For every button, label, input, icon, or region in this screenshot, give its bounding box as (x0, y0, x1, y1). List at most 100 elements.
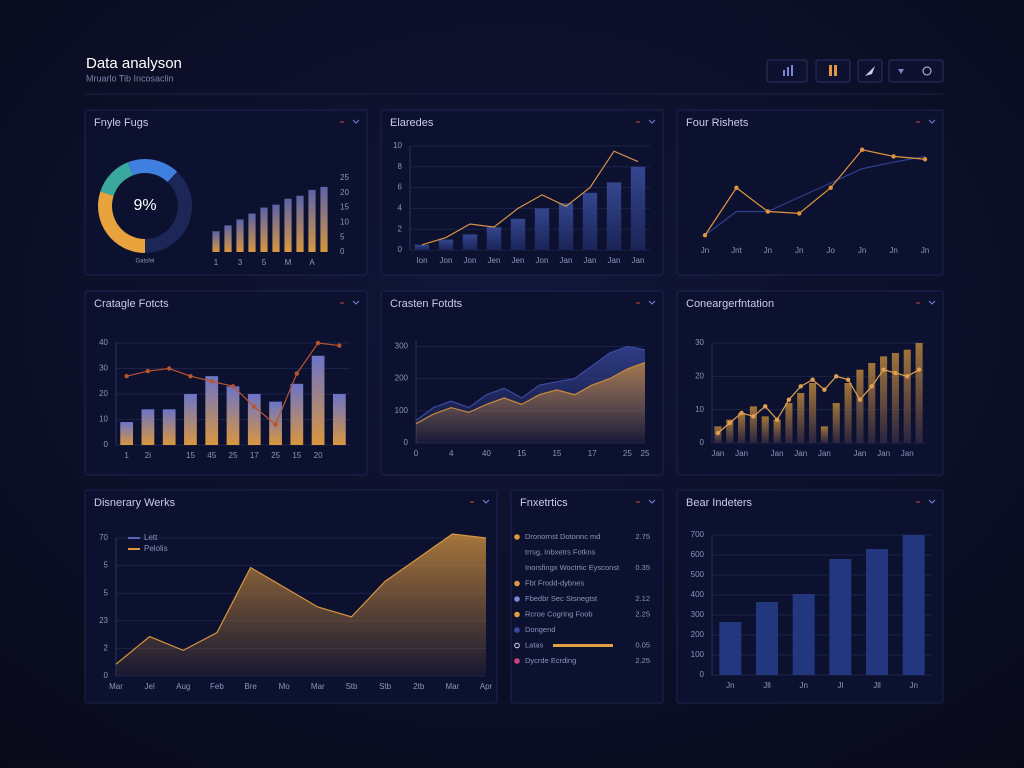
list-label: Dronornst Dotonnc md (525, 532, 600, 541)
bar (891, 353, 899, 443)
marker (209, 379, 214, 384)
line (415, 361, 646, 425)
x-tick-label: Jan (771, 449, 784, 458)
y-tick-label: 10 (393, 141, 402, 150)
x-tick-label: 0 (414, 449, 419, 458)
y-tick-label: 100 (395, 406, 409, 415)
y-tick-label: 5 (104, 588, 109, 597)
bar (880, 356, 888, 443)
y-tick-label: 0 (398, 245, 403, 254)
x-tick-label: 1 (214, 258, 219, 267)
list-value: 0.05 (635, 640, 650, 649)
marker (822, 387, 827, 392)
bar (248, 213, 256, 252)
bullet (514, 596, 520, 602)
y-tick-label: 200 (395, 374, 409, 383)
panel-title: Bear Indeters (686, 497, 753, 509)
x-tick-label: Jn (795, 246, 803, 255)
marker (739, 410, 744, 416)
marker (294, 371, 300, 376)
list-value: 2.25 (635, 656, 650, 665)
x-tick-label: Jan (901, 449, 914, 458)
x-tick-label: 25 (271, 451, 280, 460)
panel-collapse (648, 300, 656, 305)
list-label: Inorsfingx Woctrtic Eysconst (525, 563, 620, 572)
y-tick-label: 300 (395, 342, 409, 351)
marker (828, 185, 833, 190)
x-tick-label: Jen (512, 256, 525, 265)
y-tick-label: 5 (104, 561, 109, 570)
rocket-button[interactable] (857, 59, 883, 83)
y-tick-label: 0 (104, 440, 109, 449)
bar (414, 244, 430, 250)
x-tick-label: 2tb (413, 682, 425, 691)
x-tick-label: A (309, 258, 315, 267)
x-tick-label: Jon (440, 256, 453, 265)
panel-collapse (928, 119, 936, 124)
y-tick-label: 10 (99, 415, 108, 424)
x-tick-label: Jan (853, 449, 866, 458)
bar (832, 403, 840, 443)
marker (845, 377, 851, 382)
marker (891, 154, 896, 159)
y-tick-label: 0 (700, 438, 705, 447)
list-label: Fbt Frodd-dybnes (525, 578, 584, 587)
marker (893, 370, 898, 376)
bar (332, 394, 346, 445)
pause-button[interactable] (815, 59, 851, 83)
toolbar (766, 59, 944, 83)
bar (866, 549, 888, 675)
settings-button[interactable] (888, 59, 944, 83)
bar (162, 409, 176, 445)
y-tick-label: 40 (99, 338, 108, 347)
y-tick-label: 30 (695, 338, 704, 347)
bar (296, 195, 304, 252)
x-tick-label: 15 (552, 449, 561, 458)
marker (798, 384, 803, 389)
x-tick-label: 3 (238, 258, 243, 267)
x-tick-label: 25 (229, 451, 238, 460)
chart-button[interactable] (766, 59, 808, 83)
panel-title: Cratagle Fotcts (94, 298, 169, 310)
page-subtitle: Mruarlo Tib Incosaclin (86, 73, 174, 83)
list-label: Fbedbr Sec Stsnegtst (525, 594, 598, 603)
y-tick-label: 15 (340, 203, 349, 212)
x-tick-label: Jan (632, 256, 645, 265)
bar (558, 203, 574, 250)
bar (915, 343, 923, 443)
bar (184, 394, 197, 445)
list-label: Dongend (525, 625, 555, 634)
bar (534, 208, 550, 250)
bar (462, 234, 478, 250)
bar (510, 218, 526, 250)
x-tick-label: Apr (480, 682, 493, 691)
panel-collapse (648, 499, 656, 504)
y-tick-label: 5 (340, 232, 345, 241)
x-tick-label: Jn (799, 681, 807, 690)
x-tick-label: Bre (244, 682, 257, 691)
panel-collapse (482, 499, 490, 504)
panel-collapse (648, 119, 656, 124)
y-tick-label: 700 (691, 530, 705, 539)
line (415, 345, 646, 421)
bar (260, 207, 268, 252)
bar (212, 231, 220, 252)
x-tick-label: 25 (641, 449, 650, 458)
x-tick-label: 25 (623, 449, 632, 458)
marker (145, 368, 151, 374)
marker (859, 147, 865, 152)
x-tick-label: Jo (826, 246, 835, 255)
y-tick-label: 6 (398, 183, 403, 192)
line (704, 155, 926, 236)
y-tick-label: 200 (691, 630, 705, 639)
panel-collapse (352, 300, 360, 305)
bar (290, 383, 304, 445)
x-tick-label: 5 (262, 258, 267, 267)
x-tick-label: Jan (608, 256, 621, 265)
marker (857, 397, 863, 402)
x-tick-label: Stb (345, 682, 358, 691)
panel-title: Coneargerfntation (686, 298, 774, 310)
y-tick-label: 0 (340, 247, 345, 256)
x-tick-label: Jnt (731, 246, 742, 255)
marker (916, 367, 922, 372)
